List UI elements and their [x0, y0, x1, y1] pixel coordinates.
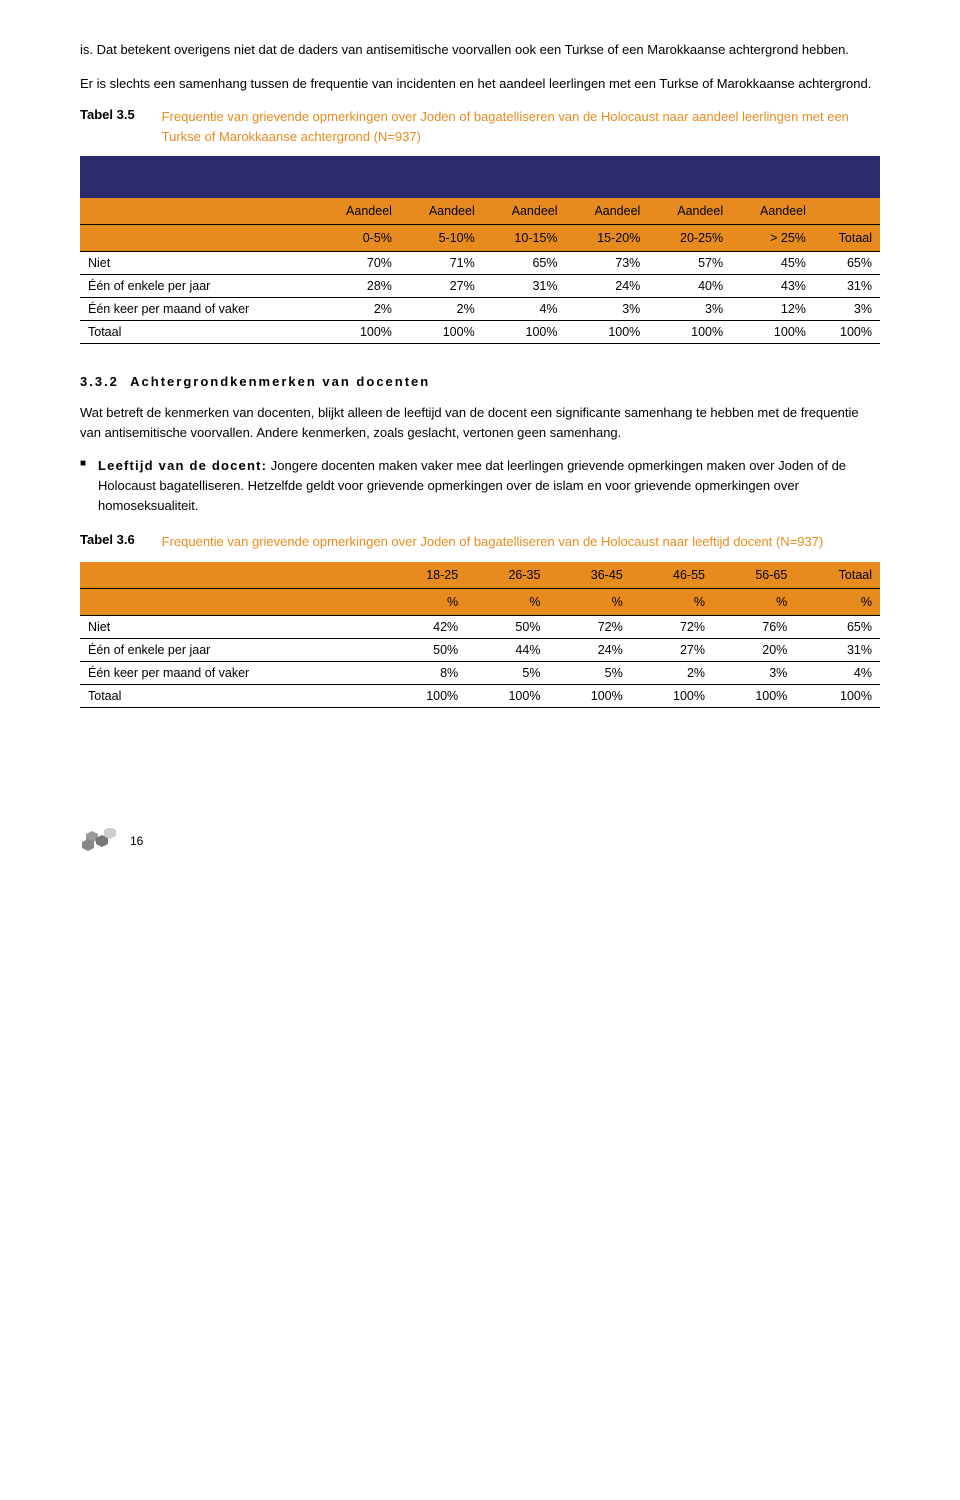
hex-logo-icon	[80, 828, 122, 854]
col-sub: 5-10%	[400, 225, 483, 252]
paragraph-2: Er is slechts een samenhang tussen de fr…	[80, 74, 880, 94]
col-sub: Totaal	[814, 225, 880, 252]
col-sub: %	[795, 588, 880, 615]
col-head: Aandeel	[400, 198, 483, 225]
col-head: Aandeel	[731, 198, 814, 225]
paragraph-1: is. Dat betekent overigens niet dat de d…	[80, 40, 880, 60]
col-sub: 15-20%	[566, 225, 649, 252]
col-head	[814, 198, 880, 225]
table-row: Één keer per maand of vaker 2% 2% 4% 3% …	[80, 298, 880, 321]
table-3-6: 18-25 26-35 36-45 46-55 56-65 Totaal % %…	[80, 562, 880, 708]
table-row: Één of enkele per jaar 50% 44% 24% 27% 2…	[80, 638, 880, 661]
col-head: Aandeel	[566, 198, 649, 225]
section-heading-3-3-2: 3.3.2 Achtergrondkenmerken van docenten	[80, 374, 880, 389]
col-sub: 20-25%	[648, 225, 731, 252]
col-head: Aandeel	[483, 198, 566, 225]
table-3-5-label: Tabel 3.5	[80, 107, 158, 122]
table-3-6-title: Frequentie van grievende opmerkingen ove…	[162, 532, 862, 552]
table-3-5-heading: Tabel 3.5 Frequentie van grievende opmer…	[80, 107, 880, 146]
col-head: 46-55	[631, 562, 713, 589]
col-sub: %	[384, 588, 466, 615]
col-sub: > 25%	[731, 225, 814, 252]
col-head: Aandeel	[648, 198, 731, 225]
table-row: Totaal 100% 100% 100% 100% 100% 100% 100…	[80, 321, 880, 344]
col-sub: %	[548, 588, 630, 615]
table-row: Niet 70% 71% 65% 73% 57% 45% 65%	[80, 252, 880, 275]
table-row: Één of enkele per jaar 28% 27% 31% 24% 4…	[80, 275, 880, 298]
col-head: Totaal	[795, 562, 880, 589]
table-3-6-label: Tabel 3.6	[80, 532, 158, 547]
col-sub: %	[466, 588, 548, 615]
bullet-lead: Leeftijd van de docent:	[98, 458, 267, 473]
table-3-6-heading: Tabel 3.6 Frequentie van grievende opmer…	[80, 532, 880, 552]
table-row: Totaal 100% 100% 100% 100% 100% 100%	[80, 684, 880, 707]
col-head: 36-45	[548, 562, 630, 589]
table-row: Niet 42% 50% 72% 72% 76% 65%	[80, 615, 880, 638]
col-sub: %	[631, 588, 713, 615]
col-sub: %	[713, 588, 795, 615]
table-3-5: Aandeel Aandeel Aandeel Aandeel Aandeel …	[80, 156, 880, 344]
page-number: 16	[130, 834, 143, 848]
table-row: Één keer per maand of vaker 8% 5% 5% 2% …	[80, 661, 880, 684]
col-head: 26-35	[466, 562, 548, 589]
table-3-5-title: Frequentie van grievende opmerkingen ove…	[162, 107, 862, 146]
col-sub: 10-15%	[483, 225, 566, 252]
col-head: Aandeel	[317, 198, 400, 225]
col-head: 18-25	[384, 562, 466, 589]
col-sub: 0-5%	[317, 225, 400, 252]
col-head: 56-65	[713, 562, 795, 589]
bullet-leeftijd: Leeftijd van de docent: Jongere docenten…	[80, 456, 880, 516]
paragraph-3: Wat betreft de kenmerken van docenten, b…	[80, 403, 880, 442]
page-footer: 16	[80, 828, 880, 854]
